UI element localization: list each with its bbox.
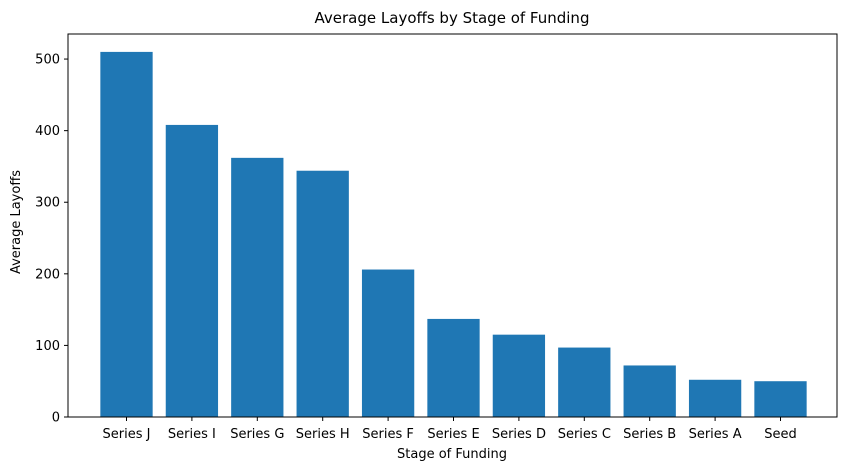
x-tick-label: Series J [103, 427, 151, 442]
bar-series-h [296, 170, 349, 417]
bar-series-i [165, 124, 219, 418]
y-tick-label: 200 [35, 267, 60, 282]
x-tick-label: Series E [427, 427, 479, 442]
x-tick-label: Series A [689, 427, 742, 442]
bar-series-d [492, 334, 546, 417]
x-tick-label: Series H [296, 427, 350, 442]
x-tick-label: Series C [558, 427, 611, 442]
x-tick-label: Series D [492, 427, 546, 442]
y-tick-label: 0 [52, 411, 60, 426]
plot-frame [67, 33, 838, 418]
bar-series-f [361, 269, 415, 417]
x-tick-label: Series F [362, 427, 414, 442]
bar-series-c [558, 347, 611, 417]
bar-series-g [231, 157, 284, 417]
x-tick-label: Series I [168, 427, 216, 442]
y-axis-label: Average Layoffs [9, 170, 24, 274]
bars-layer [100, 51, 807, 418]
bar-series-e [427, 318, 480, 417]
chart-title: Average Layoffs by Stage of Funding [315, 9, 590, 27]
bar-series-j [100, 51, 153, 418]
x-tick-label: Series G [230, 427, 284, 442]
bar-seed [754, 381, 807, 417]
x-tick-label: Series B [623, 427, 676, 442]
y-tick-label: 300 [35, 196, 60, 211]
x-axis-label: Stage of Funding [397, 447, 507, 462]
axes-layer: Series J Series I Series G Series H Series F… [35, 33, 838, 442]
bar-series-b [623, 365, 676, 417]
bar-series-a [688, 379, 742, 417]
y-tick-label: 100 [35, 339, 60, 354]
x-tick-label: Seed [764, 427, 797, 442]
y-tick-label: 400 [35, 124, 60, 139]
y-tick-label: 500 [35, 53, 60, 68]
